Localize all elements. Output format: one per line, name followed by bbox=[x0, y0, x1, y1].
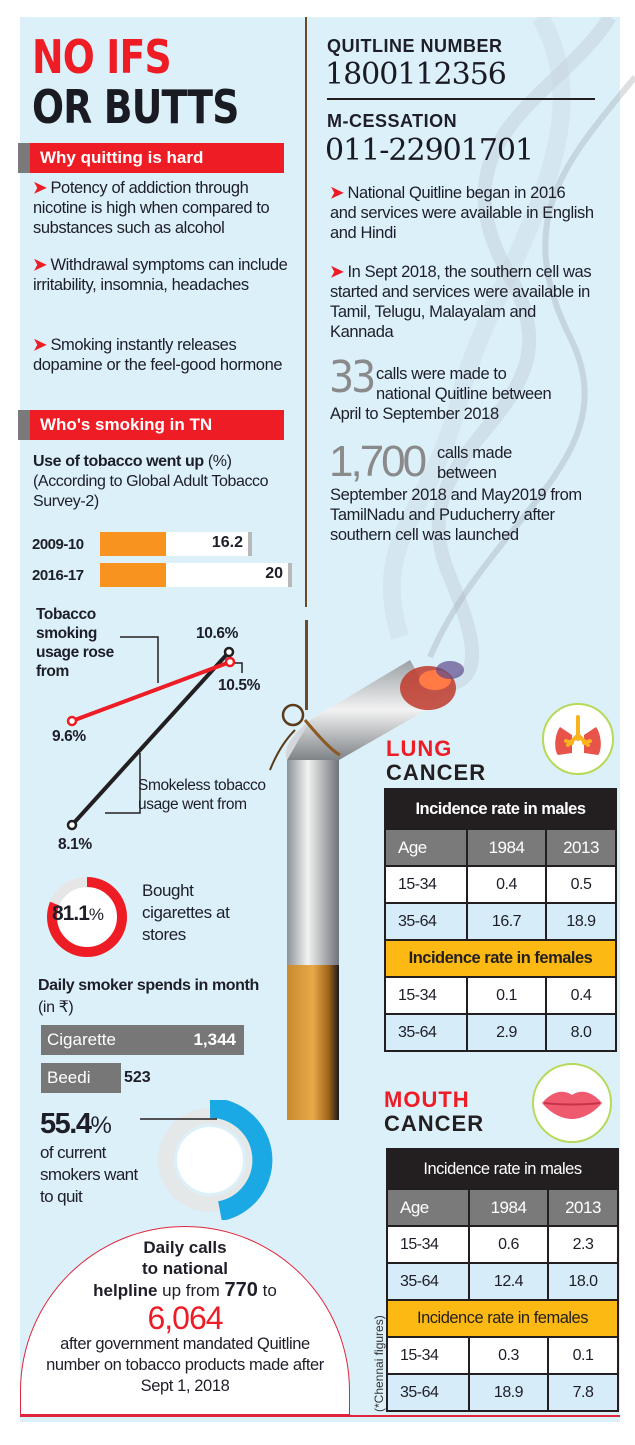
cigarette-illustration bbox=[269, 620, 464, 1120]
smoke-illustration bbox=[382, 17, 635, 710]
lips-icon bbox=[532, 1063, 612, 1143]
arrow-icon: ➤ bbox=[33, 336, 47, 354]
daily-calls-to-value: 6,064 bbox=[147, 1300, 223, 1336]
stat2-text-a: calls made bbox=[437, 444, 512, 462]
smokeless-to-value: 10.6% bbox=[196, 625, 238, 642]
divider bbox=[327, 98, 595, 100]
bar-track: 20 bbox=[100, 563, 292, 587]
mouth-male-header: Incidence rate in males bbox=[386, 1148, 619, 1190]
arrow-icon: ➤ bbox=[330, 184, 344, 202]
spend-bar-beedi: Beedi bbox=[41, 1063, 121, 1093]
stat1-text-c: April to September 2018 bbox=[330, 405, 499, 423]
smoking-from-value: 9.6% bbox=[52, 728, 86, 745]
beedi-value: 523 bbox=[124, 1069, 151, 1086]
bar-fill bbox=[100, 563, 166, 587]
bottom-rule bbox=[20, 1415, 620, 1417]
arrow-icon: ➤ bbox=[33, 179, 47, 197]
table-row: 35-64 2.9 8.0 bbox=[384, 1013, 617, 1052]
daily-calls-from-line: helpline up from 770 to bbox=[93, 1279, 277, 1301]
quitline-bullet-2: ➤ In Sept 2018, the southern cell was sta… bbox=[330, 263, 592, 341]
arrow-icon: ➤ bbox=[33, 256, 47, 274]
quitline-number: 1800112356 bbox=[325, 57, 507, 92]
spend-bar-cigarette: Cigarette 1,344 bbox=[41, 1025, 244, 1055]
mouth-cancer-table: Incidence rate in males Age 1984 2013 15… bbox=[386, 1148, 619, 1412]
hanging-string bbox=[305, 17, 307, 607]
smoking-usage-label: Tobacco smoking usage rose from bbox=[36, 606, 114, 680]
stat1-text-a: calls were made to bbox=[376, 365, 507, 383]
mouth-title-red: MOUTH bbox=[384, 1087, 470, 1112]
whos-smoking-header: Who's smoking in TN bbox=[18, 410, 284, 440]
lung-female-header: Incidence rate in females bbox=[384, 939, 617, 978]
table-row: 35-64 18.9 7.8 bbox=[386, 1373, 619, 1412]
mouth-female-header: Incidence rate in females bbox=[386, 1299, 619, 1338]
quitline-label: QUITLINE NUMBER bbox=[327, 36, 503, 56]
mouth-title-black: CANCER bbox=[384, 1111, 485, 1136]
spend-title: Daily smoker spends in month (in ₹) bbox=[38, 977, 259, 1016]
title-line2: OR BUTTS bbox=[32, 80, 239, 134]
smokeless-from-value: 8.1% bbox=[58, 836, 92, 853]
lung-title-red: LUNG bbox=[386, 736, 453, 761]
lung-title-black: CANCER bbox=[386, 760, 487, 785]
arrow-icon: ➤ bbox=[330, 263, 344, 281]
smokeless-usage-label: Smokeless tobacco usage went from bbox=[138, 777, 266, 813]
table-row: 35-64 12.4 18.0 bbox=[386, 1262, 619, 1301]
title-line1: NO IFS bbox=[32, 30, 172, 84]
table-row: 15-34 0.4 0.5 bbox=[384, 865, 617, 904]
table-row: 15-34 0.6 2.3 bbox=[386, 1225, 619, 1264]
quit-donut-chart bbox=[140, 1100, 273, 1220]
stat2-number: 1,700 bbox=[329, 437, 427, 486]
stat1-number: 33 bbox=[329, 352, 376, 403]
why-bullet-3: ➤ Smoking instantly releases dopamine or … bbox=[33, 336, 283, 374]
why-bullet-2: ➤ Withdrawal symptoms can include irritab… bbox=[33, 256, 288, 294]
mcessation-number: 011-22901701 bbox=[325, 133, 534, 168]
mcessation-label: M-CESSATION bbox=[327, 111, 458, 131]
stores-label: Bought cigarettes at stores bbox=[142, 881, 230, 944]
why-bullet-1: ➤ Potency of addiction through nicotine i… bbox=[33, 179, 270, 237]
usage-line-chart bbox=[66, 636, 243, 831]
bar-row-2016: 2016-17 20 bbox=[32, 563, 292, 587]
daily-calls-dome: Daily calls to national helpline up from… bbox=[20, 1226, 350, 1416]
stat1-text-b: national Quitline between bbox=[376, 385, 552, 403]
table-row: 15-34 0.3 0.1 bbox=[386, 1336, 619, 1375]
why-quitting-header: Why quitting is hard bbox=[18, 143, 284, 173]
tobacco-use-subtitle: Use of tobacco went up (%) (According to… bbox=[33, 453, 269, 510]
quitline-bullet-1: ➤ National Quitline began in 2016 and ser… bbox=[330, 184, 594, 242]
stat2-text-c: September 2018 and May2019 from TamilNad… bbox=[330, 486, 582, 544]
stores-value: 81.1% bbox=[52, 902, 104, 925]
lung-cancer-table: Incidence rate in males Age 1984 2013 15… bbox=[384, 788, 617, 1052]
table-row: 15-34 0.1 0.4 bbox=[384, 976, 617, 1015]
quit-label: of current smokers want to quit bbox=[40, 1143, 138, 1206]
chennai-footnote: (*Chennai figures) bbox=[372, 1315, 386, 1412]
bar-row-2009: 2009-10 16.2 bbox=[32, 532, 252, 556]
table-row: 35-64 16.7 18.9 bbox=[384, 902, 617, 941]
bar-fill bbox=[100, 532, 166, 556]
smoking-to-value: 10.5% bbox=[218, 677, 260, 694]
lung-male-header: Incidence rate in males bbox=[384, 788, 617, 830]
stat2-text-b: between bbox=[437, 464, 497, 482]
bar-track: 16.2 bbox=[100, 532, 252, 556]
quit-value: 55.4% bbox=[40, 1108, 112, 1140]
lungs-icon bbox=[542, 703, 614, 775]
stores-donut-chart bbox=[47, 877, 127, 957]
